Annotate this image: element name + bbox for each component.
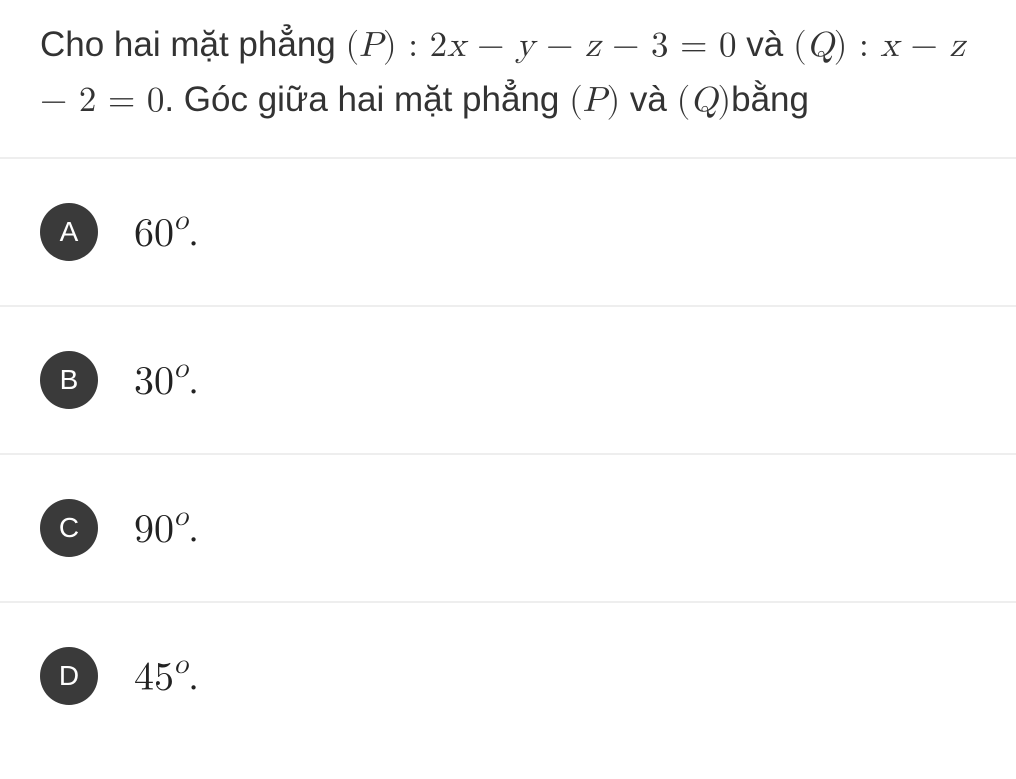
question-text-2a: . Góc giữa hai mặt phẳng (164, 80, 569, 119)
answer-suffix: . (188, 509, 199, 549)
plane-Q-paren: (Q) (793, 28, 847, 63)
plane-P2-paren: (P) (569, 83, 620, 118)
question-text-2b: và (620, 80, 676, 119)
option-answer-d: 45o. (134, 650, 199, 701)
option-badge-a: A (40, 203, 98, 261)
option-letter: C (59, 512, 79, 544)
answer-suffix: . (188, 361, 199, 401)
equation-P: 2x − y − z − 3 = 0 (430, 28, 737, 63)
option-a[interactable]: A 60o. (0, 157, 1016, 305)
quiz-container: Cho hai mặt phẳng (P) : 2x − y − z − 3 =… (0, 0, 1016, 779)
colon-1: : (397, 28, 430, 63)
plane-Q2-paren: (Q) (677, 83, 731, 118)
answer-value: 30 (134, 361, 174, 401)
option-letter: A (60, 216, 79, 248)
degree-symbol: o (174, 207, 188, 235)
answer-suffix: . (188, 657, 199, 697)
answer-value: 90 (134, 509, 174, 549)
option-letter: D (59, 660, 79, 692)
options-list: A 60o. B 30o. C 90o. D (0, 157, 1016, 779)
option-answer-a: 60o. (134, 206, 199, 257)
option-answer-b: 30o. (134, 354, 199, 405)
answer-value: 60 (134, 213, 174, 253)
degree-symbol: o (174, 503, 188, 531)
and-1: và (737, 25, 793, 64)
colon-2: : (847, 28, 880, 63)
option-badge-d: D (40, 647, 98, 705)
option-badge-b: B (40, 351, 98, 409)
answer-suffix: . (188, 213, 199, 253)
answer-value: 45 (134, 657, 174, 697)
option-answer-c: 90o. (134, 502, 199, 553)
option-letter: B (60, 364, 79, 396)
option-b[interactable]: B 30o. (0, 305, 1016, 453)
option-d[interactable]: D 45o. (0, 601, 1016, 749)
degree-symbol: o (174, 355, 188, 383)
plane-P-paren: (P) (345, 28, 396, 63)
question-text-3: bằng (731, 80, 809, 119)
degree-symbol: o (174, 651, 188, 679)
option-c[interactable]: C 90o. (0, 453, 1016, 601)
question-text-1: Cho hai mặt phẳng (40, 25, 345, 64)
option-badge-c: C (40, 499, 98, 557)
question-stem: Cho hai mặt phẳng (P) : 2x − y − z − 3 =… (0, 0, 1016, 157)
